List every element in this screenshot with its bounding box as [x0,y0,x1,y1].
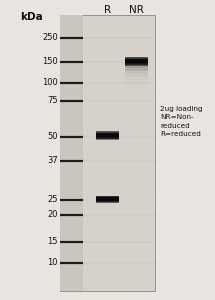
Bar [125,81,148,82]
Bar [125,73,148,74]
Bar [125,72,148,73]
Bar [125,66,148,67]
Text: 10: 10 [48,258,58,267]
Bar [125,77,148,78]
Text: 37: 37 [47,156,58,165]
Bar [125,74,148,75]
Bar [60,15,83,291]
Bar [125,70,148,71]
Bar [125,90,148,91]
Bar [125,78,148,79]
Text: 150: 150 [42,57,58,66]
Text: 100: 100 [42,78,58,87]
Bar [125,86,148,87]
Bar [125,85,148,86]
Text: 20: 20 [48,210,58,219]
Bar [125,72,148,73]
Bar [125,80,148,81]
Bar [125,76,148,77]
Bar [125,75,148,76]
Text: 15: 15 [48,237,58,246]
Bar [125,81,148,82]
Bar [125,68,148,69]
Bar [125,83,148,84]
Bar [125,88,148,89]
Bar [125,67,148,68]
Text: NR: NR [129,4,144,15]
Bar [125,86,148,87]
Text: R: R [104,4,111,15]
Bar [125,71,148,72]
Text: 25: 25 [48,195,58,204]
Bar [125,65,148,66]
Bar [125,70,148,71]
Bar [125,79,148,80]
Bar [125,88,148,89]
Text: 250: 250 [42,33,58,42]
Text: 2ug loading
NR=Non-
reduced
R=reduced: 2ug loading NR=Non- reduced R=reduced [160,106,203,137]
Bar [125,69,148,70]
Text: 75: 75 [48,96,58,105]
Bar [125,82,148,83]
Text: kDa: kDa [20,11,43,22]
Bar [125,87,148,88]
Bar [125,67,148,68]
Bar [125,77,148,78]
Text: 50: 50 [48,132,58,141]
Bar [125,65,148,66]
Bar [125,84,148,85]
Bar [125,85,148,86]
Bar [60,15,155,291]
Bar [125,82,148,83]
Bar [125,69,148,70]
Bar [125,74,148,75]
Bar [125,89,148,90]
